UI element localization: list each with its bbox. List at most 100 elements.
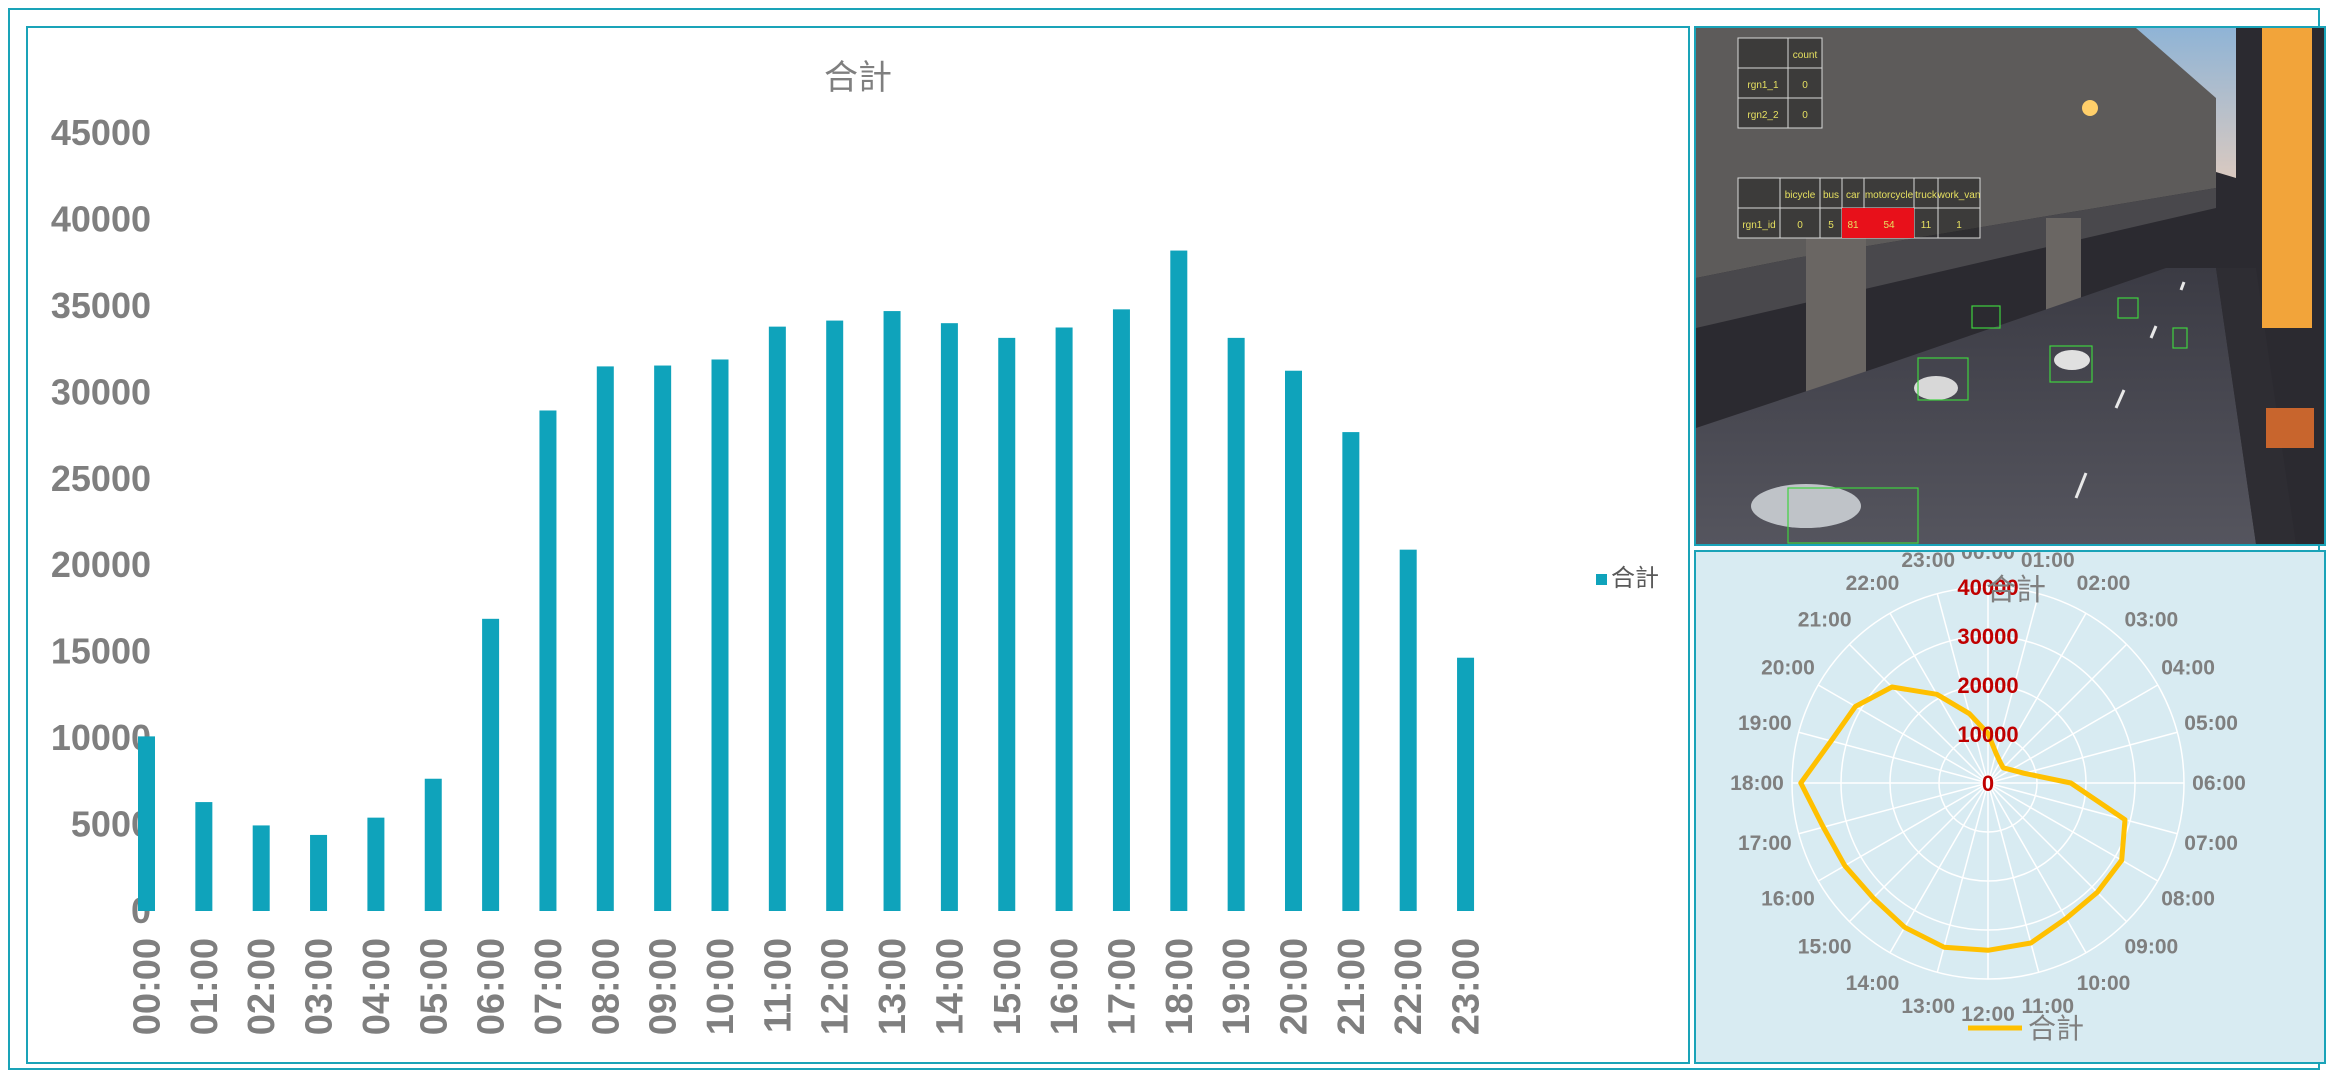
radar-axis-label: 23:00	[1901, 552, 1955, 572]
x-tick-label: 01:00	[184, 938, 226, 1035]
x-tick-label: 02:00	[241, 938, 283, 1035]
class-table-header: bicycle	[1785, 190, 1816, 201]
y-tick-label: 35000	[51, 285, 151, 326]
x-tick-label: 13:00	[872, 938, 914, 1035]
y-tick-label: 5000	[71, 804, 151, 845]
x-tick-label: 16:00	[1044, 938, 1086, 1035]
bar-chart-title: 合計	[824, 58, 892, 98]
lane-marking	[2114, 389, 2126, 409]
count-table	[1737, 37, 1823, 129]
radar-spoke	[1798, 782, 1989, 835]
bar	[826, 320, 844, 911]
y-tick-label: 20000	[51, 544, 151, 585]
x-tick-label: 00:00	[127, 938, 169, 1035]
radar-axis-label: 22:00	[1846, 572, 1900, 595]
class-table-header: work_van	[1937, 190, 1981, 201]
count-table-row-name: rgn2_2	[1747, 110, 1779, 121]
x-tick-label: 19:00	[1216, 938, 1258, 1035]
highlight-cell	[1842, 208, 1914, 238]
radar-axis-label: 11:00	[2022, 995, 2075, 1018]
y-tick-label: 40000	[51, 198, 151, 239]
class-table-header: truck	[1915, 190, 1938, 201]
x-tick-label: 06:00	[471, 938, 513, 1035]
count-table-row-value: 0	[1802, 80, 1808, 91]
lane-marking	[2074, 472, 2088, 499]
radar-axis-label: 05:00	[2184, 712, 2238, 735]
camera-feed-image: count rgn1_1 0 rgn2_2 0 bicycle bus car motorcyc…	[1696, 28, 2324, 544]
bar	[1055, 327, 1073, 911]
bar	[539, 410, 557, 911]
radar-axis-label: 12:00	[1961, 1003, 2015, 1026]
radar-spoke	[1987, 612, 2087, 784]
radar-spoke	[1817, 684, 1989, 784]
car	[1914, 376, 1958, 400]
bar	[654, 365, 672, 912]
radar-axis-label: 02:00	[2077, 572, 2131, 595]
radar-axis-label: 01:00	[2021, 552, 2075, 572]
shop-sign	[2262, 28, 2312, 328]
bar	[1342, 432, 1360, 911]
radar-axis-label: 16:00	[1761, 888, 1815, 911]
y-tick-label: 45000	[51, 112, 151, 153]
radar-axis-label: 07:00	[2184, 832, 2238, 855]
class-table-value: 54	[1883, 220, 1895, 231]
bar	[1285, 370, 1302, 911]
bar	[1457, 657, 1475, 911]
x-tick-label: 03:00	[299, 938, 341, 1035]
class-table-value: 1	[1956, 220, 1962, 231]
radar-spoke	[1848, 782, 1989, 923]
detection-box	[2117, 297, 2139, 319]
radar-chart-title: 合計	[1986, 573, 2046, 608]
bar	[138, 736, 155, 911]
bar	[998, 337, 1016, 912]
class-table-header: motorcycle	[1865, 190, 1914, 201]
radar-tick-label: 30000	[1957, 624, 2018, 649]
radar-axis-label: 18:00	[1730, 772, 1784, 795]
x-tick-label: 23:00	[1446, 938, 1488, 1035]
bar	[883, 311, 901, 911]
lane-marking	[2149, 325, 2158, 339]
radar-axis-label: 09:00	[2124, 935, 2178, 958]
radar-spoke	[1987, 643, 2128, 784]
radar-series-line	[1798, 684, 2128, 953]
count-table-row-name: rgn1_1	[1747, 80, 1779, 91]
radar-tick-label: 0	[1982, 771, 1994, 796]
bar	[482, 618, 500, 911]
bar	[1227, 337, 1245, 912]
x-tick-label: 04:00	[356, 938, 398, 1035]
radar-axis-label: 03:00	[2124, 609, 2178, 632]
detection-box	[2049, 345, 2093, 383]
bar	[310, 834, 328, 911]
y-tick-label: 10000	[51, 717, 151, 758]
radar-axis-label: 00:00	[1961, 552, 2015, 564]
bar	[195, 802, 213, 911]
x-tick-label: 07:00	[528, 938, 570, 1035]
y-tick-label: 30000	[51, 371, 151, 412]
x-tick-label: 11:00	[757, 938, 799, 1033]
x-tick-label: 15:00	[987, 938, 1029, 1035]
class-table-value: 5	[1828, 220, 1834, 231]
car	[1751, 484, 1861, 528]
bar	[596, 366, 614, 911]
class-table-value: 0	[1797, 220, 1803, 231]
radar-spoke	[1936, 593, 1989, 784]
radar-spoke	[1987, 782, 2178, 835]
x-tick-label: 17:00	[1101, 938, 1143, 1035]
radar-spoke	[1848, 643, 1989, 784]
class-table-header: bus	[1823, 190, 1839, 201]
detection-box	[1917, 357, 1969, 401]
bar	[1170, 250, 1188, 911]
street-light	[2082, 100, 2098, 116]
car	[2054, 350, 2090, 370]
radar-spoke	[1936, 782, 1989, 973]
radar-axis-label: 10:00	[2077, 972, 2131, 995]
radar-spoke	[1987, 782, 2159, 882]
bar-chart: 合計05000100001500020000250003000035000400…	[51, 58, 1659, 1035]
bar	[940, 323, 958, 912]
x-tick-label: 22:00	[1388, 938, 1430, 1035]
legend-label: 合計	[1611, 564, 1659, 592]
y-tick-label: 15000	[51, 631, 151, 672]
bar-chart-panel: 合計05000100001500020000250003000035000400…	[26, 26, 1690, 1064]
y-tick-label: 25000	[51, 458, 151, 499]
